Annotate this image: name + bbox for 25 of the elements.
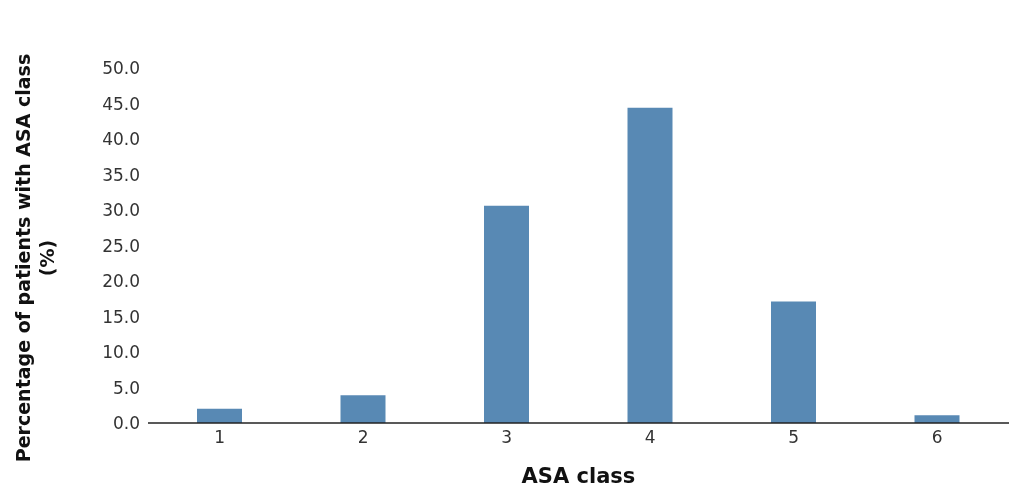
y-tick-label: 35.0 xyxy=(102,164,140,185)
y-tick-label: 15.0 xyxy=(102,306,140,327)
x-tick-label: 3 xyxy=(501,427,513,448)
y-tick-label: 10.0 xyxy=(102,342,140,363)
x-axis-title: ASA class xyxy=(521,464,636,488)
y-tick-label: 20.0 xyxy=(102,271,140,292)
y-tick-label: 0.0 xyxy=(112,413,140,434)
x-tick-label: 2 xyxy=(357,427,369,448)
y-tick-label: 40.0 xyxy=(102,129,140,150)
y-tick-label: 45.0 xyxy=(102,93,140,114)
y-tick-label: 30.0 xyxy=(102,200,140,221)
x-tick-label: 1 xyxy=(214,427,226,448)
bar xyxy=(627,107,673,423)
bar xyxy=(914,415,960,423)
bar xyxy=(340,395,386,423)
bar xyxy=(197,408,242,423)
y-tick-label: 5.0 xyxy=(112,377,140,398)
x-tick-label: 5 xyxy=(788,427,800,448)
bar xyxy=(484,205,529,423)
y-tick-label: 25.0 xyxy=(102,235,140,256)
bar xyxy=(771,301,816,423)
x-tick-label: 6 xyxy=(931,427,943,448)
y-axis-title: Percentage of patients with ASA class (%) xyxy=(12,53,58,463)
y-tick-label: 50.0 xyxy=(102,58,140,79)
x-tick-label: 4 xyxy=(644,427,656,448)
